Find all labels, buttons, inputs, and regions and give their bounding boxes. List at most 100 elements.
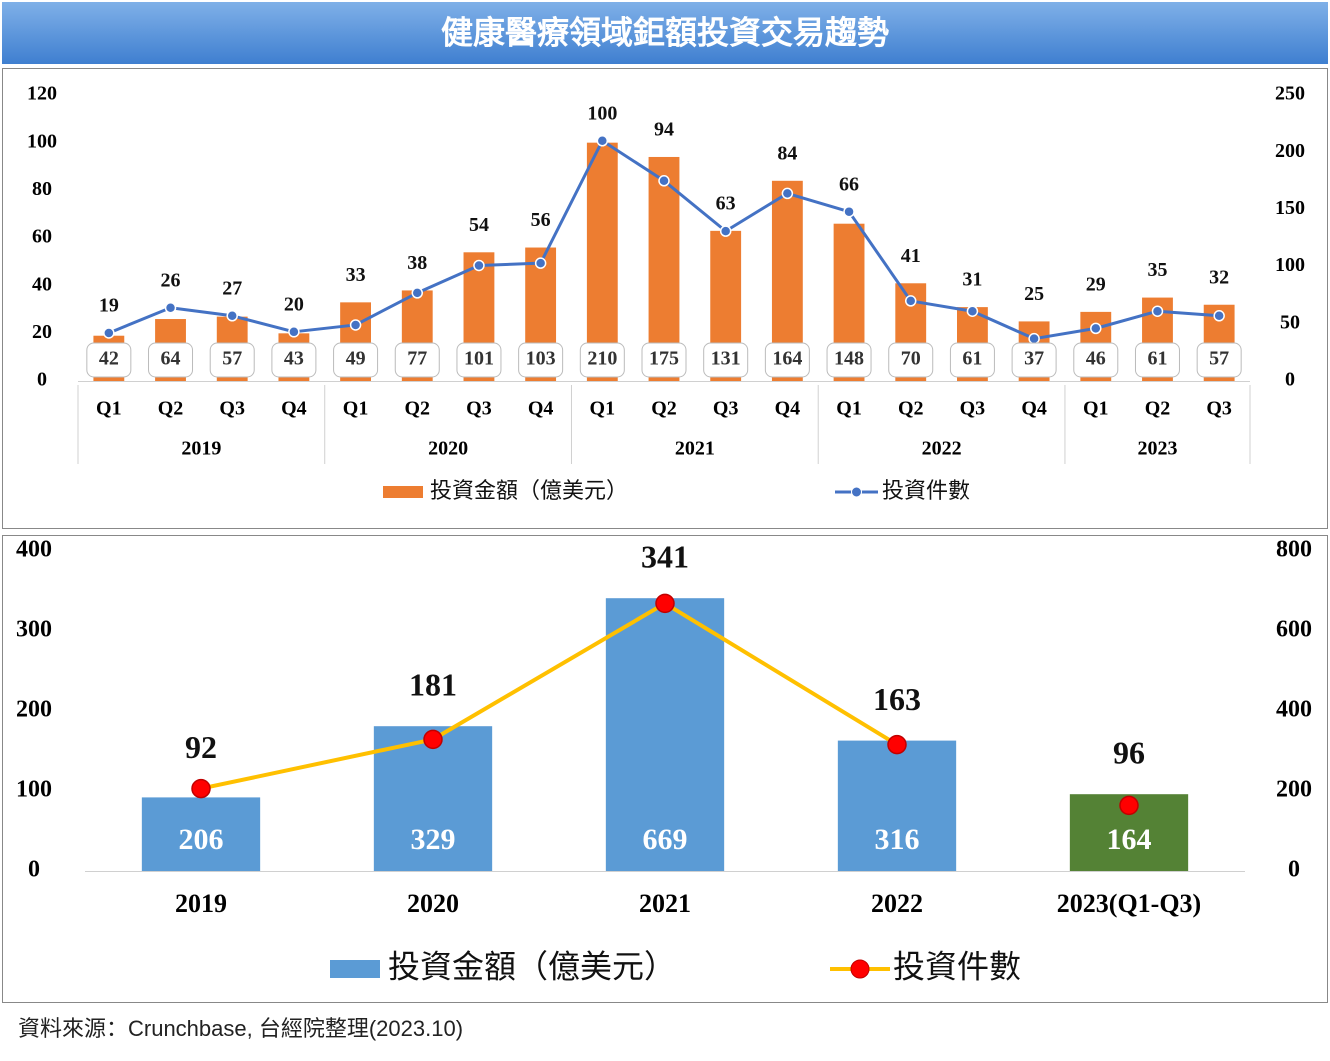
x-tick-label: Q1 xyxy=(343,398,369,420)
bar xyxy=(373,726,493,871)
count-label-box xyxy=(641,342,687,378)
x-tick-label: 2023(Q1-Q3) xyxy=(1057,889,1201,918)
y-tick-label: 40 xyxy=(32,273,52,295)
x-tick-label: Q3 xyxy=(219,398,245,420)
bar-value-label: 25 xyxy=(1024,283,1044,305)
x-tick-label: Q2 xyxy=(651,398,677,420)
group-label: 2022 xyxy=(922,438,962,460)
count-label-box xyxy=(333,342,379,378)
count-label-box xyxy=(394,342,440,378)
group-label: 2023 xyxy=(1137,438,1177,460)
y-tick-label: 120 xyxy=(27,83,57,105)
y2-tick-label: 50 xyxy=(1280,311,1300,333)
bar-value-label: 100 xyxy=(587,102,617,124)
count-label-box xyxy=(1073,342,1119,378)
x-tick-label: Q4 xyxy=(528,398,554,420)
line-value-label: 210 xyxy=(587,348,617,370)
y2-tick-label: 0 xyxy=(1285,369,1295,391)
line-value-label: 175 xyxy=(649,348,679,370)
x-tick-label: 2020 xyxy=(407,889,459,918)
y2-tick-label: 0 xyxy=(1288,857,1300,883)
bar xyxy=(586,142,618,381)
line-value-label: 57 xyxy=(222,348,242,370)
line-marker xyxy=(226,310,238,322)
line-value-label: 669 xyxy=(643,823,688,856)
line-marker xyxy=(843,205,855,218)
line-marker xyxy=(1028,332,1040,345)
line-marker xyxy=(473,259,485,272)
bar-value-label: 20 xyxy=(284,293,304,315)
bar-value-label: 56 xyxy=(531,209,551,231)
legend-label: 投資金額（億美元） xyxy=(388,948,676,984)
line-value-label: 37 xyxy=(1024,348,1044,370)
line-marker xyxy=(1090,322,1102,335)
bar xyxy=(837,740,957,871)
bar-value-label: 19 xyxy=(99,295,119,317)
y-tick-label: 200 xyxy=(16,697,52,723)
line-marker xyxy=(423,729,443,750)
x-tick-label: Q3 xyxy=(466,398,492,420)
y2-tick-label: 250 xyxy=(1275,83,1305,105)
bar-value-label: 66 xyxy=(839,173,859,195)
y2-tick-label: 100 xyxy=(1275,254,1305,276)
title-banner xyxy=(2,2,1328,64)
line-marker xyxy=(1119,795,1139,816)
line-value-label: 206 xyxy=(179,823,224,856)
x-tick-label: Q3 xyxy=(960,398,986,420)
bar-value-label: 96 xyxy=(1113,735,1145,771)
line-value-label: 61 xyxy=(962,348,982,370)
count-label-box xyxy=(518,342,564,378)
line-value-label: 329 xyxy=(411,823,456,856)
x-tick-label: 2019 xyxy=(175,889,227,918)
group-label: 2021 xyxy=(675,438,715,460)
bar-value-label: 31 xyxy=(962,269,982,291)
count-label-box xyxy=(826,342,872,378)
count-label-box xyxy=(1134,342,1180,378)
bar-value-label: 92 xyxy=(185,729,217,765)
line-value-label: 49 xyxy=(346,348,366,370)
line-value-label: 103 xyxy=(526,348,556,370)
bar-value-label: 33 xyxy=(346,264,366,286)
x-tick-label: 2021 xyxy=(639,889,691,918)
y-tick-label: 80 xyxy=(32,178,52,200)
bar-value-label: 29 xyxy=(1086,273,1106,295)
y2-tick-label: 600 xyxy=(1276,617,1312,643)
bar xyxy=(605,598,725,871)
bar-value-label: 94 xyxy=(654,119,674,141)
page-title: 健康醫療領域鉅額投資交易趨勢 xyxy=(441,14,889,50)
line-value-label: 164 xyxy=(772,348,802,370)
bar-value-label: 341 xyxy=(641,539,689,575)
line-value-label: 131 xyxy=(711,348,741,370)
y-tick-label: 0 xyxy=(28,857,40,883)
line-marker xyxy=(1213,310,1225,322)
bar-value-label: 84 xyxy=(777,142,797,164)
y2-tick-label: 200 xyxy=(1276,777,1312,803)
x-tick-label: Q2 xyxy=(404,398,430,420)
line-marker xyxy=(288,326,300,338)
line-marker xyxy=(887,734,907,755)
legend-marker xyxy=(851,486,862,498)
y2-tick-label: 200 xyxy=(1275,140,1305,162)
line-marker xyxy=(658,175,670,187)
line-marker xyxy=(164,302,177,314)
y-tick-label: 20 xyxy=(32,321,52,343)
x-tick-label: Q4 xyxy=(1021,398,1047,420)
count-label-box xyxy=(764,342,810,378)
bar-value-label: 27 xyxy=(222,277,242,299)
line-value-label: 61 xyxy=(1147,348,1167,370)
line-value-label: 316 xyxy=(875,823,920,856)
line-value-label: 43 xyxy=(284,348,304,370)
line-marker xyxy=(596,135,609,147)
count-label-box xyxy=(86,342,132,378)
bar-value-label: 32 xyxy=(1209,266,1229,288)
line-value-label: 42 xyxy=(99,348,119,370)
bar xyxy=(141,797,261,871)
legend-label: 投資金額（億美元） xyxy=(430,478,628,503)
x-tick-label: Q1 xyxy=(96,398,122,420)
line-value-label: 70 xyxy=(901,348,921,370)
bar-value-label: 26 xyxy=(161,269,181,291)
bar-value-label: 41 xyxy=(901,245,921,267)
count-label-box xyxy=(456,342,502,378)
line-value-label: 77 xyxy=(407,348,427,370)
y-tick-label: 60 xyxy=(32,226,52,248)
